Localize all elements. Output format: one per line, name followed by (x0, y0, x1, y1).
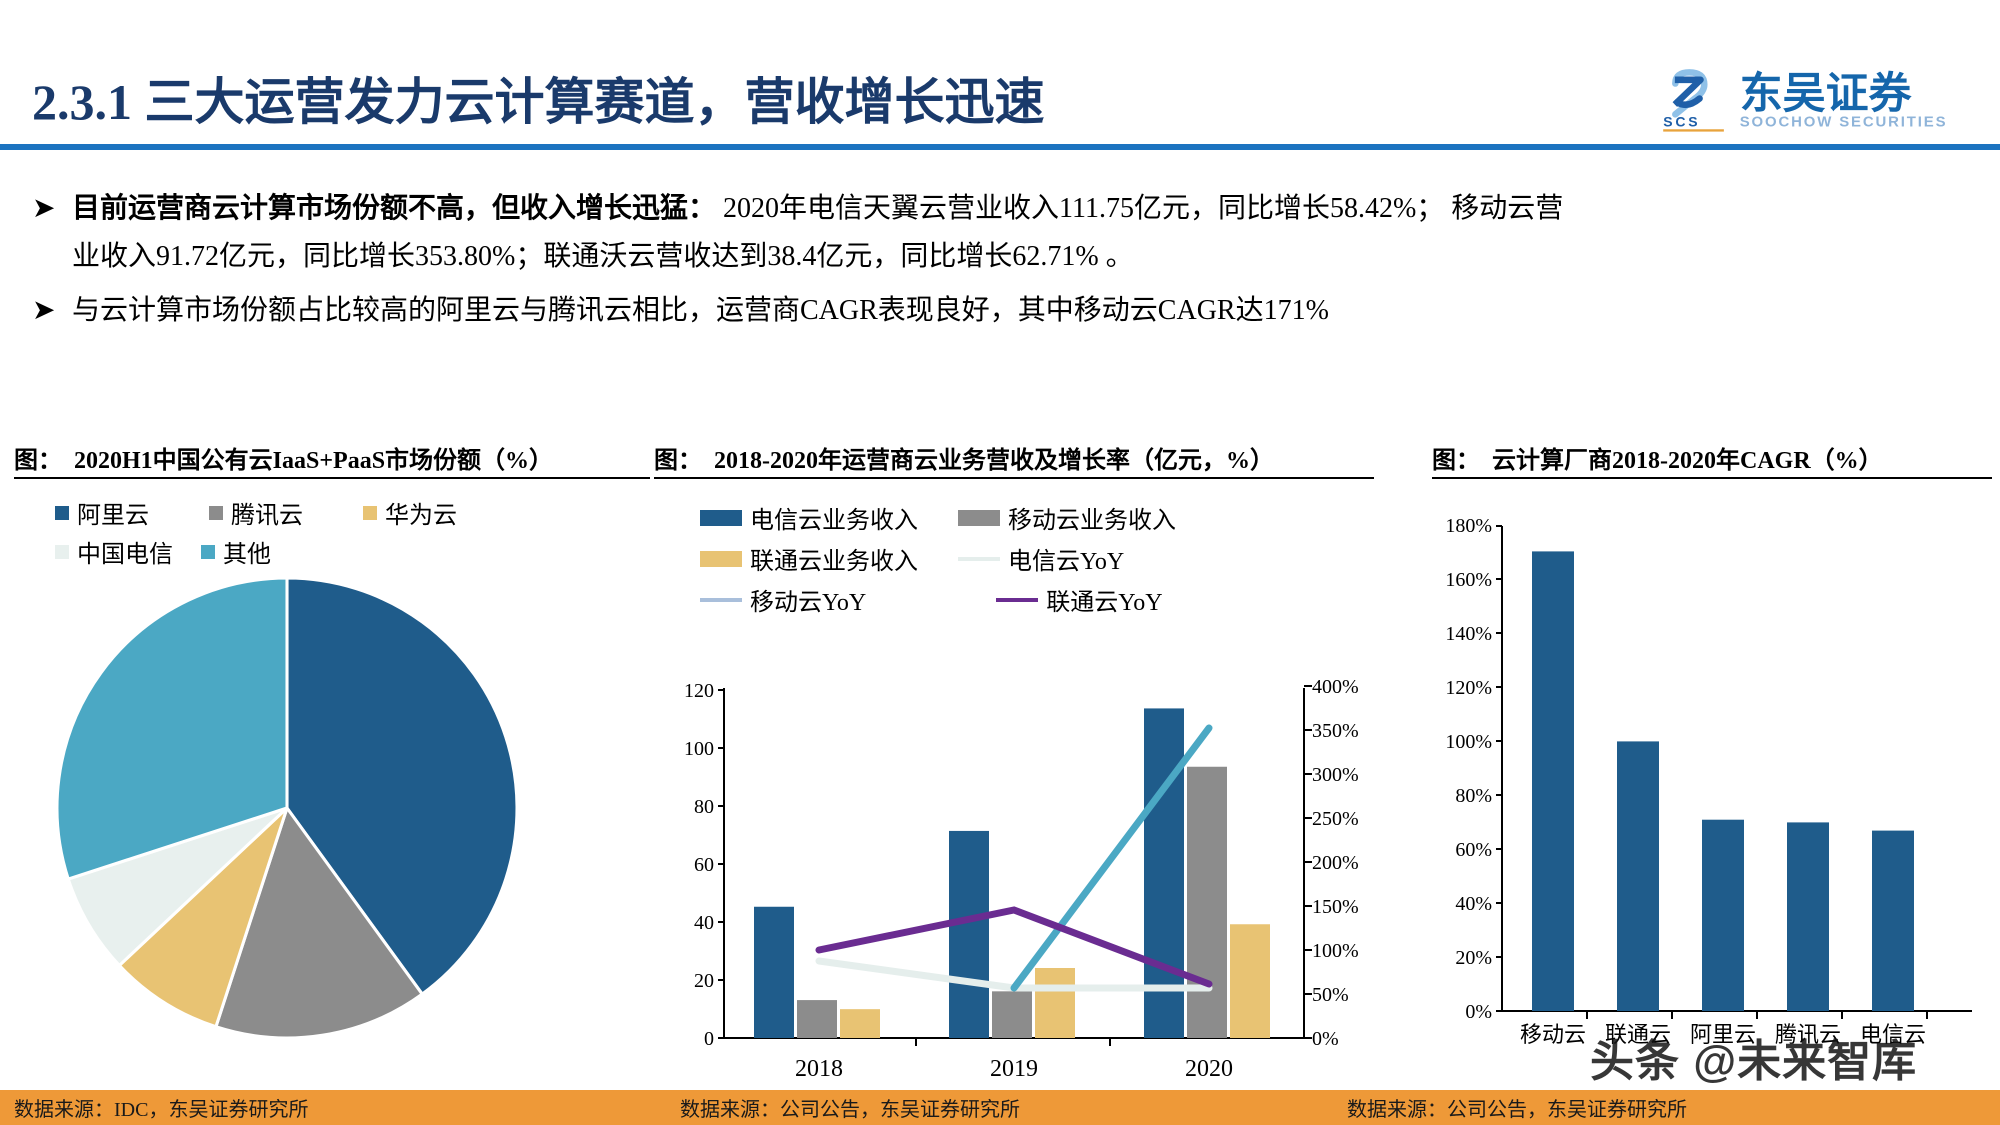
svg-text:140%: 140% (1445, 623, 1492, 645)
svg-text:200%: 200% (1312, 852, 1359, 874)
svg-text:100%: 100% (1312, 940, 1359, 962)
svg-text:120%: 120% (1445, 677, 1492, 699)
svg-text:400%: 400% (1312, 678, 1359, 698)
svg-text:60%: 60% (1455, 839, 1492, 861)
svg-text:80%: 80% (1455, 785, 1492, 807)
svg-text:移动云: 移动云 (1520, 1022, 1586, 1047)
svg-text:300%: 300% (1312, 764, 1359, 786)
svg-text:150%: 150% (1312, 896, 1359, 918)
svg-text:160%: 160% (1445, 569, 1492, 591)
svg-text:60: 60 (694, 854, 714, 876)
svg-text:180%: 180% (1445, 515, 1492, 537)
svg-text:250%: 250% (1312, 808, 1359, 830)
svg-text:SCS: SCS (1663, 113, 1700, 129)
svg-text:0: 0 (704, 1028, 714, 1050)
svg-text:100: 100 (684, 738, 714, 760)
svg-text:80: 80 (694, 796, 714, 818)
svg-text:SOOCHOW SECURITIES: SOOCHOW SECURITIES (1740, 113, 1948, 130)
svg-text:50%: 50% (1312, 984, 1349, 1006)
svg-text:20%: 20% (1455, 947, 1492, 969)
svg-text:0%: 0% (1465, 1001, 1492, 1023)
svg-text:100%: 100% (1445, 731, 1492, 753)
svg-text:2018: 2018 (795, 1056, 843, 1078)
svg-text:2019: 2019 (990, 1056, 1038, 1078)
svg-text:东吴证券: 东吴证券 (1740, 70, 1913, 118)
svg-text:120: 120 (684, 680, 714, 702)
svg-text:0%: 0% (1312, 1028, 1339, 1050)
svg-text:2020: 2020 (1185, 1056, 1233, 1078)
svg-text:20: 20 (694, 970, 714, 992)
svg-text:40%: 40% (1455, 893, 1492, 915)
svg-text:40: 40 (694, 912, 714, 934)
svg-text:350%: 350% (1312, 720, 1359, 742)
